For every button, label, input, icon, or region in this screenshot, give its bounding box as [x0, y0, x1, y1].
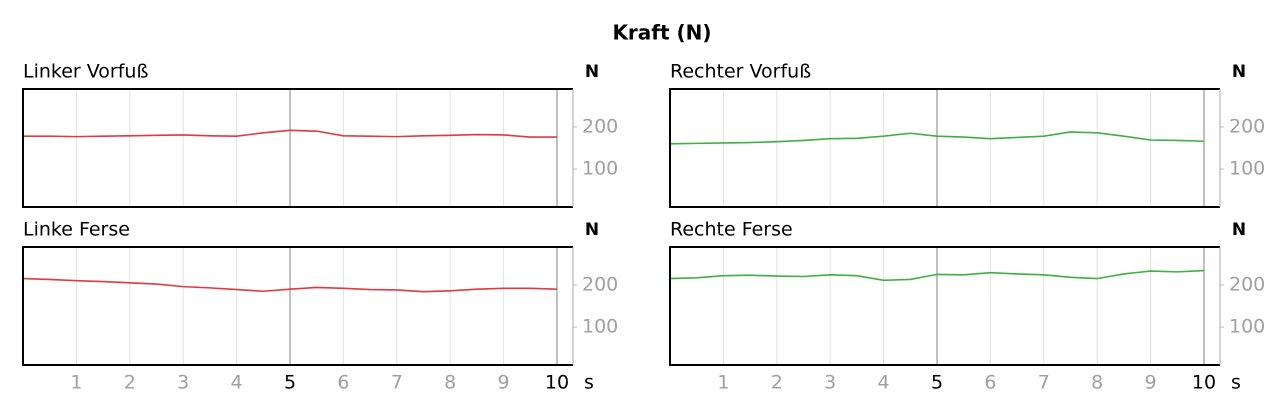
- x-tick-label: 2: [124, 372, 136, 394]
- x-tick-label: 3: [177, 372, 189, 394]
- y-axis-label: N: [585, 220, 599, 240]
- panel-title: Rechte Ferse: [670, 219, 793, 241]
- plot-frame: [669, 246, 1220, 366]
- x-tick-label: 7: [1038, 372, 1050, 394]
- x-tick-label: 4: [231, 372, 243, 394]
- x-tick-label: 1: [717, 372, 729, 394]
- x-tick-label: 5: [284, 372, 296, 394]
- x-tick-label: 1: [70, 372, 82, 394]
- x-tick-label: 8: [444, 372, 456, 394]
- plot-frame: [22, 88, 573, 208]
- y-tick-label: 100: [582, 316, 618, 338]
- x-axis-label: s: [584, 372, 594, 394]
- y-tick-label: 200: [1229, 273, 1265, 295]
- y-tick-label: 100: [1229, 316, 1265, 338]
- data-line: [22, 277, 558, 293]
- x-tick-label: 5: [931, 372, 943, 394]
- x-tick-label: 10: [1192, 372, 1216, 394]
- chart-title: Kraft (N): [612, 21, 711, 45]
- panel-title: Rechter Vorfuß: [670, 61, 811, 83]
- data-line: [669, 131, 1205, 145]
- data-line: [23, 129, 557, 138]
- x-axis-label: s: [1231, 372, 1241, 394]
- x-tick-label: 4: [878, 372, 890, 394]
- panel-title: Linke Ferse: [23, 219, 130, 241]
- x-tick-label: 10: [545, 372, 569, 394]
- plot-frame: [22, 246, 573, 366]
- x-tick-label: 2: [771, 372, 783, 394]
- panel-title: Linker Vorfuß: [23, 61, 148, 83]
- plot-frame: [669, 88, 1220, 208]
- x-tick-label: 7: [391, 372, 403, 394]
- x-tick-label: 6: [337, 372, 349, 394]
- y-axis-label: N: [1232, 220, 1246, 240]
- x-tick-label: 3: [824, 372, 836, 394]
- x-tick-label: 9: [498, 372, 510, 394]
- y-axis-label: N: [1232, 62, 1246, 82]
- y-tick-label: 100: [1229, 158, 1265, 180]
- x-tick-label: 8: [1091, 372, 1103, 394]
- x-tick-label: 6: [984, 372, 996, 394]
- x-tick-label: 9: [1145, 372, 1157, 394]
- y-tick-label: 200: [582, 115, 618, 137]
- y-tick-label: 100: [582, 158, 618, 180]
- y-axis-label: N: [585, 62, 599, 82]
- y-tick-label: 200: [582, 273, 618, 295]
- data-line: [669, 269, 1205, 282]
- y-tick-label: 200: [1229, 115, 1265, 137]
